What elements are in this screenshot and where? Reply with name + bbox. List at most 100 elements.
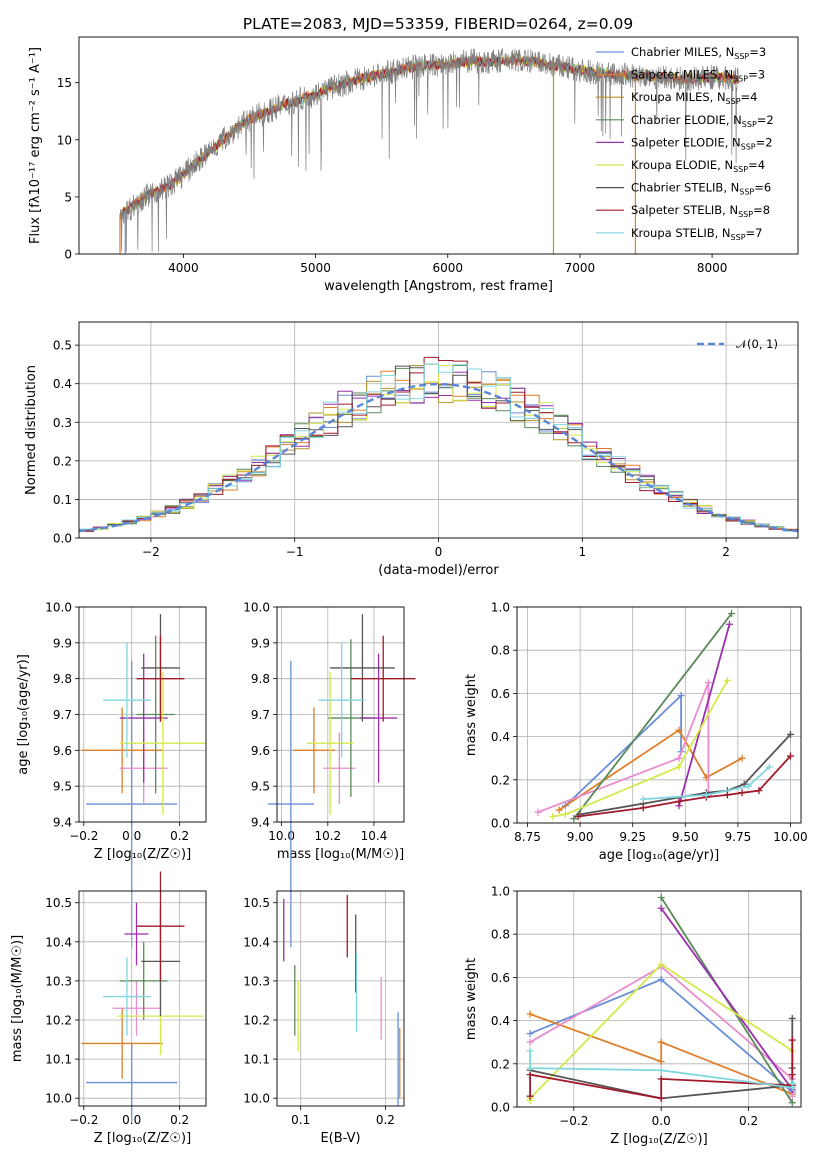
mass-weight-marker — [677, 692, 685, 700]
y-tick-label: 9.5 — [251, 780, 270, 794]
y-tick-label: 9.9 — [53, 636, 72, 650]
mass-weight-marker — [639, 795, 647, 803]
y-tick-label: 10.1 — [243, 1053, 270, 1067]
legend-text: =7 — [746, 226, 763, 240]
x-tick-label: 9.50 — [672, 830, 699, 844]
legend-text: Salpeter MILES, N — [631, 68, 733, 82]
x-tick-label: 9.00 — [567, 830, 594, 844]
legend-text: =2 — [757, 113, 774, 127]
legend-subscript: SSP — [734, 52, 749, 61]
y-tick-label: 9.6 — [53, 744, 72, 758]
mass-weight-marker — [788, 1099, 796, 1107]
x-axis-label: wavelength [Angstrom, rest frame] — [324, 279, 553, 294]
y-tick-label: 0.2 — [491, 773, 510, 787]
mass-weight-marker — [755, 787, 763, 795]
mass-weight-marker — [526, 1038, 534, 1046]
age-vs-mass-panel: 10.0 10.2 10.4 9.4 9.5 9.6 9.7 9.8 9.9 10.0 mass [… — [243, 601, 416, 948]
x-axis-label: age [log₁₀(age/yr)] — [599, 848, 720, 863]
legend-subscript: SSP — [726, 97, 741, 106]
figure-title: PLATE=2083, MJD=53359, FIBERID=0264, z=0… — [243, 15, 633, 33]
mass-weight-marker — [786, 752, 794, 760]
y-tick-label: 5 — [64, 190, 72, 204]
y-axis-label: mass weight — [464, 958, 479, 1040]
normal-curve — [78, 382, 799, 533]
y-tick-label: 0.8 — [491, 928, 510, 942]
residual-histogram — [79, 363, 798, 532]
y-tick-label: 10.0 — [45, 1092, 72, 1106]
mass-weight-marker — [786, 730, 794, 738]
mass-weight-marker — [639, 804, 647, 812]
mass-weight-marker — [549, 813, 557, 821]
y-tick-label: 15 — [57, 76, 72, 90]
x-tick-label: 8.75 — [514, 830, 541, 844]
y-tick-label: 0.6 — [491, 687, 510, 701]
legend-entry: Chabrier STELIB, NSSP=6 — [631, 181, 771, 197]
mass-weight-marker — [675, 726, 683, 734]
x-tick-label: 10.00 — [773, 830, 807, 844]
spectrum-panel: 4000 5000 6000 7000 8000 0 5 10 15 wavelength [An… — [28, 36, 799, 294]
y-tick-label: 0.0 — [491, 817, 510, 831]
x-tick-label: −2 — [142, 545, 160, 559]
mass-weight-marker — [704, 679, 712, 687]
y-tick-label: 0.4 — [53, 377, 72, 391]
legend-entry: Kroupa MILES, NSSP=4 — [631, 90, 757, 106]
axes-frame — [78, 890, 207, 1107]
y-tick-label: 0.5 — [53, 339, 72, 353]
mass-weight-line — [643, 766, 771, 801]
x-tick-label: 0.2 — [170, 1113, 189, 1127]
legend-text: =8 — [753, 203, 770, 217]
mass-vs-metallicity-panel: −0.2 0.0 0.210.010.110.210.310.410.5Z [log… — [10, 871, 207, 1146]
y-tick-label: 9.8 — [251, 672, 270, 686]
y-axis-label: mass [log₁₀(M/M☉)] — [10, 935, 25, 1062]
mass-weight-marker — [702, 791, 710, 799]
legend-text: Chabrier ELODIE, N — [631, 113, 742, 127]
legend-text: Salpeter ELODIE, N — [631, 135, 741, 149]
mass-vs-extinction-panel: 0.1 0.2 10.0 10.1 10.2 10.3 10.4 10.5 E(B-V) — [243, 890, 405, 1146]
y-tick-label: 10.3 — [243, 974, 270, 988]
mass-weight-marker — [570, 815, 578, 823]
mass-weight-marker — [788, 1014, 796, 1022]
axes-frame — [276, 890, 405, 1107]
y-tick-label: 10.4 — [243, 935, 270, 949]
mass-weight-marker — [738, 789, 746, 797]
mass-weight-marker — [657, 893, 665, 901]
legend-entry: Kroupa STELIB, NSSP=7 — [631, 226, 762, 242]
mass-weight-marker — [555, 806, 563, 814]
y-tick-label: 10 — [57, 133, 72, 147]
legend-entry: Salpeter MILES, NSSP=3 — [631, 68, 765, 84]
axes-frame — [78, 606, 207, 823]
mass-weight-marker — [526, 1047, 534, 1055]
y-axis-label: Flux [fλ10⁻¹⁷ erg cm⁻² s⁻¹ A⁻¹] — [28, 47, 43, 244]
legend-text: =3 — [749, 45, 766, 59]
residuals-panel: −2 −1 0 1 2 0.0 0.1 0.2 0.3 0.4 0.5 (data-model)/er… — [24, 321, 799, 578]
mass-weight-line — [678, 624, 731, 806]
legend-text: Chabrier MILES, N — [631, 45, 734, 59]
y-tick-label: 0.6 — [491, 971, 510, 985]
legend-subscript: SSP — [739, 188, 754, 197]
x-axis-label: Z [log₁₀(Z/Z☉)] — [610, 1132, 707, 1147]
x-tick-label: 5000 — [300, 261, 331, 275]
x-axis-label: Z [log₁₀(Z/Z☉)] — [94, 847, 191, 862]
y-tick-label: 0.0 — [53, 532, 72, 546]
axes-frame — [78, 36, 799, 255]
mass-weight-marker — [657, 1038, 665, 1046]
y-axis-label: mass weight — [464, 674, 479, 756]
x-tick-label: 0.2 — [376, 1113, 395, 1127]
legend-text: Salpeter STELIB, N — [631, 203, 738, 217]
mass-weight-marker — [738, 754, 746, 762]
y-tick-label: 10.0 — [243, 601, 270, 615]
mass-weight-marker — [675, 797, 683, 805]
weight-vs-metallicity-panel: −0.2 0.0 0.2 0.0 0.2 0.4 0.6 0.8 1.0 Z [log₁₀(Z/Z… — [464, 885, 802, 1147]
mass-weight-marker — [574, 813, 582, 821]
y-tick-label: 9.4 — [53, 816, 72, 830]
y-tick-label: 9.5 — [53, 780, 72, 794]
mass-weight-marker — [657, 1058, 665, 1066]
x-tick-label: 0.2 — [170, 829, 189, 843]
legend-text: =6 — [754, 181, 771, 195]
y-tick-label: 1.0 — [491, 601, 510, 615]
x-tick-label: 6000 — [432, 261, 463, 275]
y-tick-label: 10.1 — [45, 1053, 72, 1067]
mass-weight-marker — [728, 609, 736, 617]
legend-entry: Chabrier ELODIE, NSSP=2 — [631, 113, 774, 129]
